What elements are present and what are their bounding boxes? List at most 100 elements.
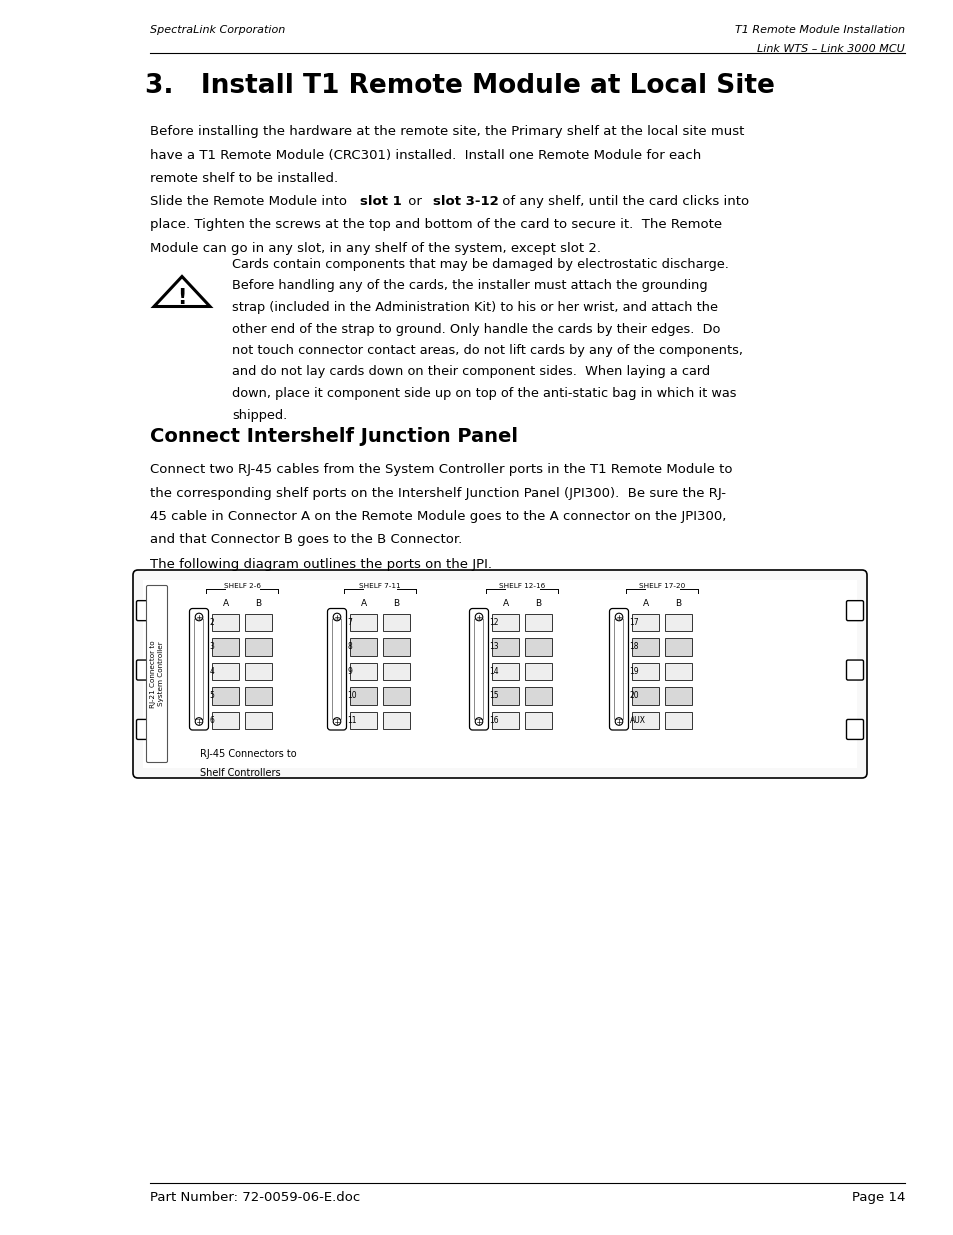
Text: 45 cable in Connector A on the Remote Module goes to the A connector on the JPI3: 45 cable in Connector A on the Remote Mo… xyxy=(150,510,725,522)
FancyBboxPatch shape xyxy=(524,638,552,656)
Text: place. Tighten the screws at the top and bottom of the card to secure it.  The R: place. Tighten the screws at the top and… xyxy=(150,219,721,231)
FancyBboxPatch shape xyxy=(194,619,203,720)
FancyBboxPatch shape xyxy=(631,614,659,631)
Text: 16: 16 xyxy=(489,716,498,725)
FancyBboxPatch shape xyxy=(136,659,153,680)
Text: not touch connector contact areas, do not lift cards by any of the components,: not touch connector contact areas, do no… xyxy=(232,345,742,357)
Text: SHELF 12-16: SHELF 12-16 xyxy=(498,583,544,589)
Text: B: B xyxy=(255,599,261,608)
FancyBboxPatch shape xyxy=(212,638,239,656)
FancyBboxPatch shape xyxy=(524,662,552,680)
Text: slot 3-12: slot 3-12 xyxy=(433,195,498,207)
FancyBboxPatch shape xyxy=(492,662,518,680)
Text: B: B xyxy=(393,599,399,608)
FancyBboxPatch shape xyxy=(664,711,691,729)
Text: B: B xyxy=(535,599,541,608)
FancyBboxPatch shape xyxy=(382,638,410,656)
Text: A: A xyxy=(360,599,366,608)
FancyBboxPatch shape xyxy=(492,687,518,704)
Text: Connect two RJ-45 cables from the System Controller ports in the T1 Remote Modul: Connect two RJ-45 cables from the System… xyxy=(150,463,732,475)
Text: A: A xyxy=(222,599,229,608)
FancyBboxPatch shape xyxy=(350,687,376,704)
Text: 2: 2 xyxy=(210,618,214,626)
FancyBboxPatch shape xyxy=(524,614,552,631)
Text: Slide the Remote Module into: Slide the Remote Module into xyxy=(150,195,351,207)
FancyBboxPatch shape xyxy=(212,687,239,704)
Text: and that Connector B goes to the B Connector.: and that Connector B goes to the B Conne… xyxy=(150,534,462,547)
FancyBboxPatch shape xyxy=(524,687,552,704)
FancyBboxPatch shape xyxy=(132,571,866,778)
Text: 15: 15 xyxy=(489,692,498,700)
Text: AUX: AUX xyxy=(629,716,645,725)
FancyBboxPatch shape xyxy=(350,662,376,680)
FancyBboxPatch shape xyxy=(664,687,691,704)
FancyBboxPatch shape xyxy=(631,687,659,704)
FancyBboxPatch shape xyxy=(845,600,862,621)
Text: Before installing the hardware at the remote site, the Primary shelf at the loca: Before installing the hardware at the re… xyxy=(150,125,743,138)
Text: strap (included in the Administration Kit) to his or her wrist, and attach the: strap (included in the Administration Ki… xyxy=(232,301,718,314)
Text: Module can go in any slot, in any shelf of the system, except slot 2.: Module can go in any slot, in any shelf … xyxy=(150,242,600,254)
FancyBboxPatch shape xyxy=(631,662,659,680)
Text: 10: 10 xyxy=(347,692,356,700)
Text: of any shelf, until the card clicks into: of any shelf, until the card clicks into xyxy=(497,195,749,207)
Text: and do not lay cards down on their component sides.  When laying a card: and do not lay cards down on their compo… xyxy=(232,366,709,378)
Text: Cards contain components that may be damaged by electrostatic discharge.: Cards contain components that may be dam… xyxy=(232,258,728,270)
Text: 9: 9 xyxy=(347,667,352,676)
FancyBboxPatch shape xyxy=(212,662,239,680)
FancyBboxPatch shape xyxy=(492,711,518,729)
FancyBboxPatch shape xyxy=(469,609,488,730)
Text: the corresponding shelf ports on the Intershelf Junction Panel (JPI300).  Be sur: the corresponding shelf ports on the Int… xyxy=(150,487,725,499)
FancyBboxPatch shape xyxy=(492,638,518,656)
FancyBboxPatch shape xyxy=(382,711,410,729)
Text: shipped.: shipped. xyxy=(232,409,287,421)
FancyBboxPatch shape xyxy=(136,600,153,621)
FancyBboxPatch shape xyxy=(245,662,272,680)
FancyBboxPatch shape xyxy=(609,609,628,730)
FancyBboxPatch shape xyxy=(136,720,153,740)
FancyBboxPatch shape xyxy=(845,720,862,740)
FancyBboxPatch shape xyxy=(350,638,376,656)
FancyBboxPatch shape xyxy=(631,711,659,729)
Text: remote shelf to be installed.: remote shelf to be installed. xyxy=(150,172,337,185)
Text: RJ-21 Connector to
System Controller: RJ-21 Connector to System Controller xyxy=(151,640,163,708)
FancyBboxPatch shape xyxy=(245,638,272,656)
Text: 13: 13 xyxy=(489,642,498,651)
FancyBboxPatch shape xyxy=(333,619,341,720)
Text: Connect Intershelf Junction Panel: Connect Intershelf Junction Panel xyxy=(150,427,517,446)
Text: 4: 4 xyxy=(210,667,214,676)
Text: The following diagram outlines the ports on the JPI.: The following diagram outlines the ports… xyxy=(150,558,492,571)
Text: SHELF 2-6: SHELF 2-6 xyxy=(223,583,260,589)
FancyBboxPatch shape xyxy=(382,687,410,704)
Text: 3.   Install T1 Remote Module at Local Site: 3. Install T1 Remote Module at Local Sit… xyxy=(145,73,774,99)
Text: Shelf Controllers: Shelf Controllers xyxy=(200,767,280,778)
Text: A: A xyxy=(641,599,648,608)
Text: other end of the strap to ground. Only handle the cards by their edges.  Do: other end of the strap to ground. Only h… xyxy=(232,322,720,336)
Text: 18: 18 xyxy=(629,642,639,651)
Text: A: A xyxy=(502,599,508,608)
FancyBboxPatch shape xyxy=(190,609,209,730)
FancyBboxPatch shape xyxy=(845,659,862,680)
FancyBboxPatch shape xyxy=(664,638,691,656)
Text: T1 Remote Module Installation: T1 Remote Module Installation xyxy=(734,25,904,35)
FancyBboxPatch shape xyxy=(147,585,168,762)
Text: SHELF 17-20: SHELF 17-20 xyxy=(639,583,684,589)
Text: !: ! xyxy=(177,288,187,308)
Text: slot 1: slot 1 xyxy=(360,195,402,207)
FancyBboxPatch shape xyxy=(492,614,518,631)
Text: 8: 8 xyxy=(347,642,352,651)
FancyBboxPatch shape xyxy=(382,662,410,680)
FancyBboxPatch shape xyxy=(212,711,239,729)
Text: 19: 19 xyxy=(629,667,639,676)
Text: down, place it component side up on top of the anti-static bag in which it was: down, place it component side up on top … xyxy=(232,387,736,400)
Text: Part Number: 72-0059-06-E.doc: Part Number: 72-0059-06-E.doc xyxy=(150,1191,360,1204)
FancyBboxPatch shape xyxy=(474,619,483,720)
Text: B: B xyxy=(675,599,680,608)
FancyBboxPatch shape xyxy=(212,614,239,631)
Bar xyxy=(143,580,856,768)
FancyBboxPatch shape xyxy=(614,619,623,720)
FancyBboxPatch shape xyxy=(350,711,376,729)
FancyBboxPatch shape xyxy=(245,711,272,729)
Text: 17: 17 xyxy=(629,618,639,626)
Text: 3: 3 xyxy=(210,642,214,651)
FancyBboxPatch shape xyxy=(382,614,410,631)
